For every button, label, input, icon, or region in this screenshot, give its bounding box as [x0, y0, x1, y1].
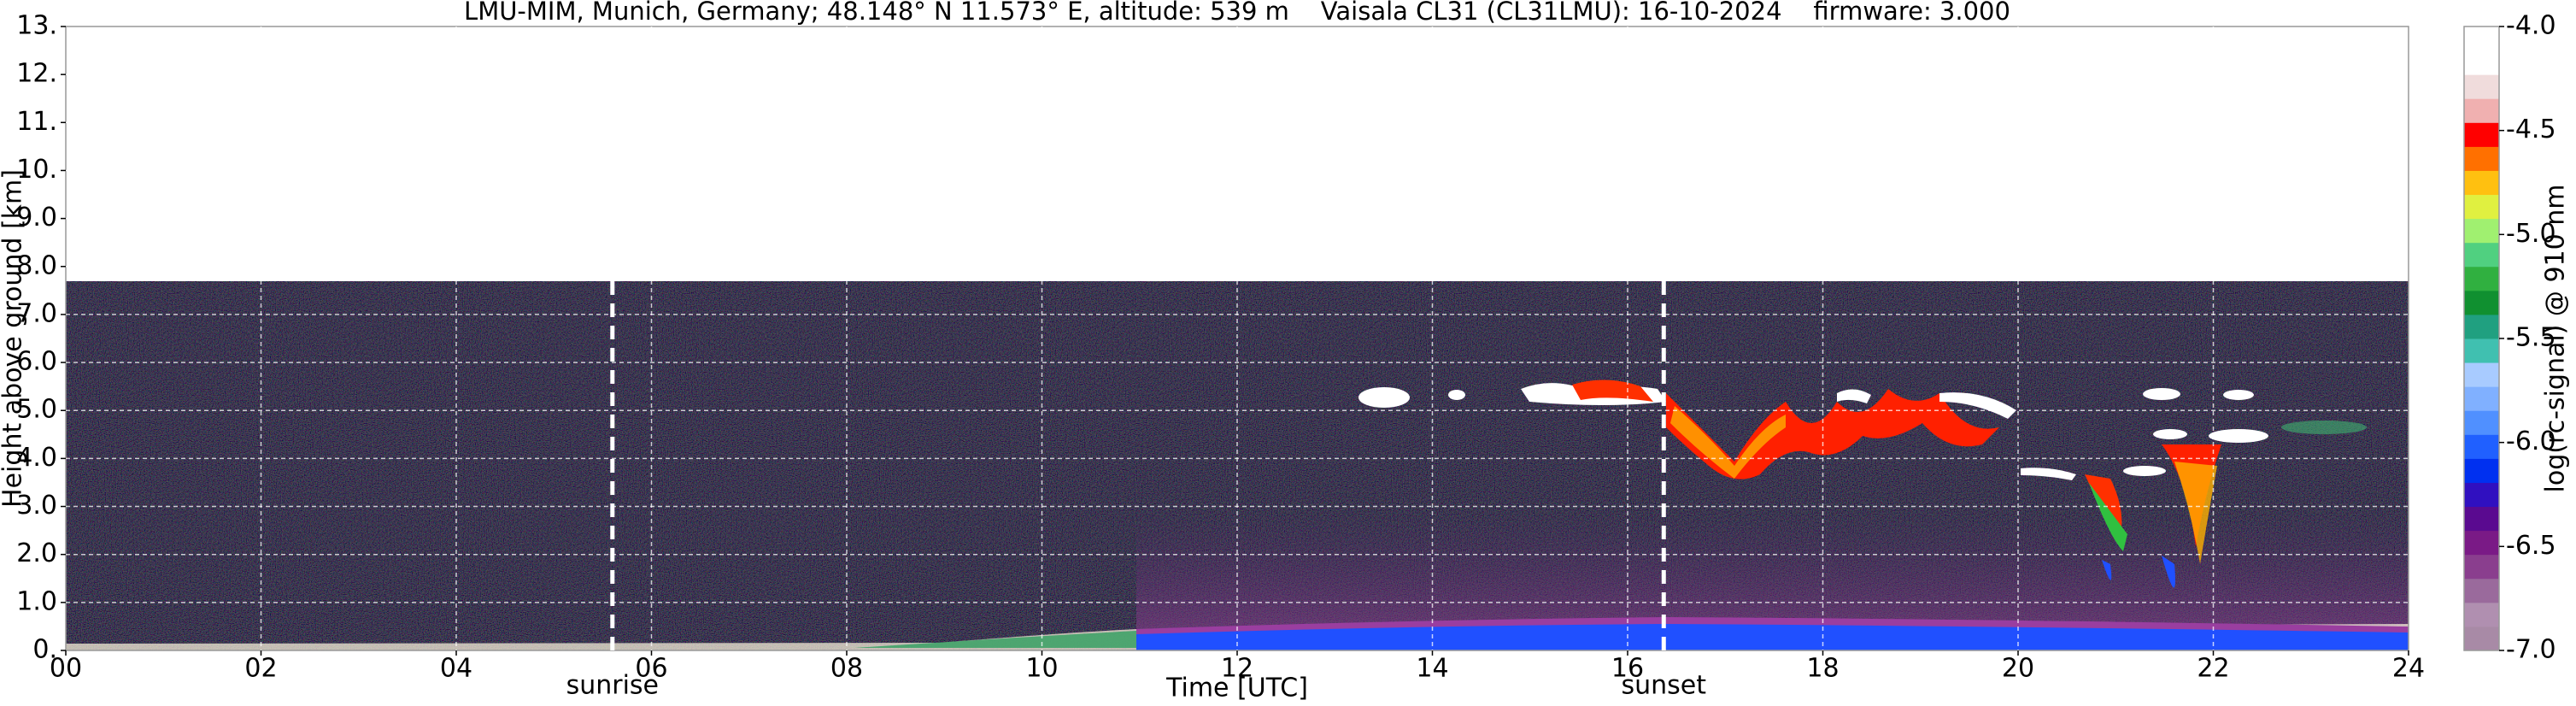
y-tick-label: 0.	[32, 635, 57, 665]
colorbar-band	[2464, 290, 2499, 315]
x-tick-label: 20	[2002, 654, 2034, 684]
colorbar-band	[2464, 242, 2499, 268]
colorbar-band	[2464, 362, 2499, 387]
colorbar-tick-label: -7.0	[2506, 635, 2556, 665]
chart-title: LMU-MIM, Munich, Germany; 48.148° N 11.5…	[464, 0, 2010, 26]
y-tick-label: 3.0	[16, 491, 57, 521]
x-tick-label: 22	[2197, 654, 2229, 684]
y-tick-label: 13.	[16, 11, 57, 41]
cloud-layer	[1358, 379, 2367, 588]
y-tick-label: 6.0	[16, 347, 57, 377]
x-tick-label: 00	[50, 654, 82, 684]
colorbar-band	[2464, 314, 2499, 339]
colorbar-band	[2464, 506, 2499, 532]
colorbar-tick-label: -5.5	[2506, 323, 2556, 353]
colorbar-band	[2464, 26, 2499, 51]
annotation-label: sunrise	[566, 671, 659, 701]
y-tick-label: 1.0	[16, 586, 57, 616]
y-tick-label: 7.0	[16, 298, 57, 328]
colorbar-band	[2464, 386, 2499, 411]
colorbar-band	[2464, 482, 2499, 508]
y-axis-label: Height above ground [km]	[0, 169, 28, 508]
colorbar-tick-label: -4.0	[2506, 11, 2556, 41]
x-tick-label: 06	[635, 654, 667, 684]
colorbar-band	[2464, 50, 2499, 75]
y-tick-label: 2.0	[16, 538, 57, 568]
y-tick-label: 9.0	[16, 203, 57, 232]
colorbar-band	[2464, 434, 2499, 459]
colorbar-band	[2464, 554, 2499, 580]
y-tick-label: 4.0	[16, 443, 57, 473]
colorbar-band	[2464, 578, 2499, 603]
colorbar-band	[2464, 530, 2499, 556]
colorbar-band	[2464, 122, 2499, 147]
colorbar-band	[2464, 602, 2499, 627]
colorbar-tick-label: -6.0	[2506, 427, 2556, 456]
x-tick-label: 16	[1611, 654, 1644, 684]
colorbar-band	[2464, 98, 2499, 123]
x-tick-label: 24	[2392, 654, 2425, 684]
x-tick-label: 02	[244, 654, 277, 684]
colorbar-band	[2464, 338, 2499, 363]
x-tick-label: 04	[440, 654, 472, 684]
colorbar-band	[2464, 626, 2499, 651]
x-tick-label: 10	[1025, 654, 1058, 684]
colorbar-label: log(rc-signal) @ 910 nm	[2541, 185, 2571, 493]
x-axis-label: Time [UTC]	[1165, 674, 1308, 703]
x-tick-label: 14	[1416, 654, 1448, 684]
colorbar-tick-label: -5.0	[2506, 219, 2556, 249]
colorbar-band	[2464, 194, 2499, 220]
colorbar-tick-label: -4.5	[2506, 115, 2556, 144]
annotation-label: sunset	[1622, 671, 1707, 701]
colorbar-band	[2464, 266, 2499, 291]
colorbar-band	[2464, 458, 2499, 483]
y-tick-label: 10.	[16, 155, 57, 185]
colorbar-band	[2464, 74, 2499, 99]
colorbar-band	[2464, 218, 2499, 244]
y-tick-label: 8.0	[16, 250, 57, 280]
colorbar-band	[2464, 410, 2499, 435]
y-tick-label: 5.0	[16, 395, 57, 425]
colorbar-tick-label: -6.5	[2506, 531, 2556, 561]
y-tick-label: 12.	[16, 59, 57, 89]
y-tick-label: 11.	[16, 107, 57, 137]
colorbar-band	[2464, 170, 2499, 196]
colorbar-band	[2464, 146, 2499, 171]
x-tick-label: 12	[1221, 654, 1253, 684]
x-tick-label: 18	[1806, 654, 1839, 684]
x-tick-label: 08	[830, 654, 863, 684]
